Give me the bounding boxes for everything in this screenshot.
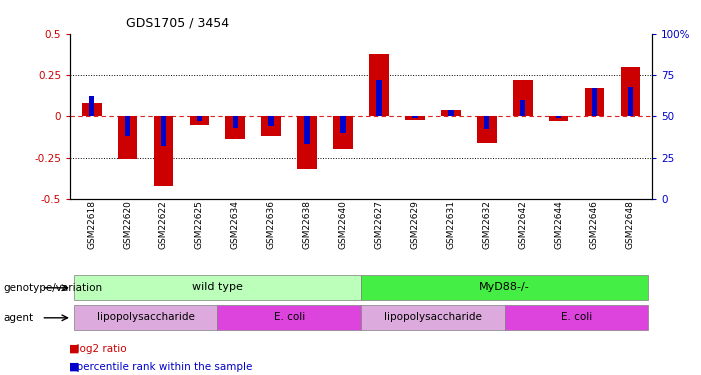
Bar: [189, 116, 210, 124]
Bar: [196, 116, 202, 121]
Text: E. coli: E. coli: [273, 312, 305, 322]
Bar: [361, 305, 505, 330]
Text: E. coli: E. coli: [561, 312, 592, 322]
Bar: [477, 116, 496, 142]
Bar: [585, 88, 604, 116]
Bar: [333, 116, 353, 149]
Bar: [125, 116, 130, 136]
Bar: [549, 116, 569, 121]
Bar: [161, 116, 166, 146]
Bar: [556, 116, 562, 118]
Text: agent: agent: [4, 313, 34, 323]
Text: lipopolysaccharide: lipopolysaccharide: [384, 312, 482, 322]
Bar: [226, 116, 245, 140]
Text: GDS1705 / 3454: GDS1705 / 3454: [126, 17, 229, 30]
Bar: [340, 116, 346, 133]
Bar: [89, 96, 95, 116]
Bar: [304, 116, 310, 144]
Bar: [441, 110, 461, 116]
Bar: [484, 116, 489, 129]
Bar: [268, 116, 274, 126]
Text: wild type: wild type: [192, 282, 243, 292]
Bar: [297, 116, 317, 169]
Bar: [448, 110, 454, 116]
Bar: [412, 116, 418, 118]
Text: ■: ■: [69, 344, 80, 354]
Bar: [520, 100, 526, 116]
Bar: [118, 116, 137, 159]
Bar: [512, 80, 533, 116]
Bar: [74, 275, 361, 300]
Bar: [82, 103, 102, 116]
Text: lipopolysaccharide: lipopolysaccharide: [97, 312, 194, 322]
Bar: [217, 305, 361, 330]
Text: log2 ratio: log2 ratio: [70, 344, 127, 354]
Bar: [620, 67, 640, 116]
Text: genotype/variation: genotype/variation: [4, 283, 102, 293]
Bar: [233, 116, 238, 128]
Text: percentile rank within the sample: percentile rank within the sample: [70, 362, 252, 372]
Bar: [376, 80, 382, 116]
Bar: [405, 116, 425, 120]
Bar: [154, 116, 173, 186]
Bar: [74, 305, 217, 330]
Bar: [505, 305, 648, 330]
Bar: [261, 116, 281, 136]
Bar: [592, 88, 597, 116]
Bar: [369, 54, 389, 116]
Text: MyD88-/-: MyD88-/-: [479, 282, 530, 292]
Text: ■: ■: [69, 362, 80, 372]
Bar: [627, 87, 633, 116]
Bar: [361, 275, 648, 300]
